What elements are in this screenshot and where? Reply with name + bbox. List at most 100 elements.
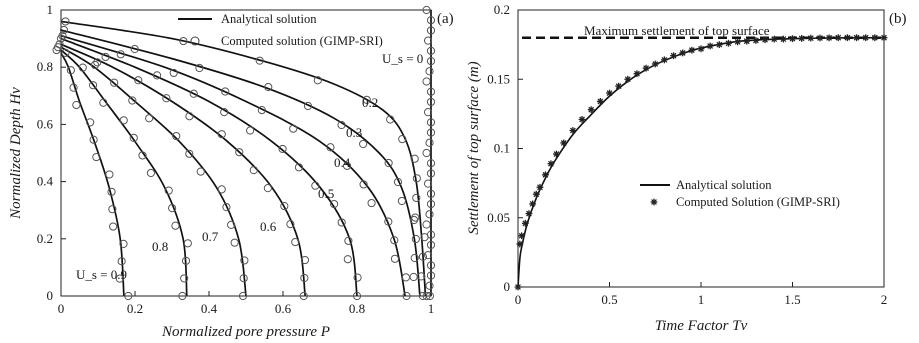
chart-b-marker — [770, 35, 778, 43]
chart-a-marker — [171, 221, 180, 230]
chart-b-marker-stroke — [624, 76, 631, 83]
chart-a-marker — [426, 26, 436, 35]
chart-b-marker — [807, 34, 815, 42]
chart-a-marker — [390, 254, 400, 263]
chart-b-marker-stroke — [862, 34, 869, 41]
chart-a-marker — [169, 68, 178, 78]
chart-b-marker-stroke — [716, 41, 723, 48]
chart-a-marker — [386, 115, 395, 124]
chart-a-plot-frame — [60, 9, 432, 297]
chart-a-marker — [78, 63, 87, 72]
chart-a-marker — [183, 239, 192, 248]
chart-b-legend-star — [650, 198, 658, 206]
chart-a-marker — [124, 291, 133, 301]
chart-a-curve-Us=0.6 — [60, 43, 307, 297]
chart-a-curve-label: 0.8 — [152, 239, 168, 254]
chart-a-marker — [195, 63, 204, 73]
chart-a-marker — [353, 273, 362, 282]
chart-b-marker-stroke — [634, 70, 640, 77]
chart-b-marker-stroke — [533, 191, 540, 198]
chart-a-marker — [418, 252, 428, 261]
chart-b-y-axis-label: Settlement of top surface (m) — [466, 61, 482, 234]
chart-a-marker — [344, 236, 353, 245]
chart-a-curve-label: 0.5 — [318, 186, 334, 201]
chart-b-marker-stroke — [762, 36, 768, 43]
chart-a-marker — [172, 131, 181, 141]
chart-b-marker — [521, 219, 529, 227]
chart-a-curves — [60, 10, 432, 297]
chart-a-marker — [235, 148, 244, 157]
chart-b-marker — [525, 210, 533, 217]
chart-b-marker — [798, 34, 806, 42]
chart-a-marker — [93, 58, 102, 67]
chart-a-marker — [181, 256, 191, 265]
chart-a-marker — [89, 135, 98, 144]
chart-a-marker — [152, 71, 162, 80]
chart-b-marker — [834, 34, 842, 42]
chart-a-marker — [109, 222, 118, 231]
chart-a-marker — [105, 170, 114, 179]
chart-a-marker — [393, 177, 403, 187]
chart-b-marker-stroke — [569, 127, 576, 134]
chart-a-marker — [119, 116, 128, 125]
chart-b-x-tick-label: 1 — [698, 292, 705, 307]
chart-a-marker — [115, 274, 124, 283]
chart-a-marker — [222, 203, 231, 212]
chart-a-marker — [426, 240, 436, 250]
chart-a-marker — [398, 135, 407, 144]
chart-b-marker-stroke — [516, 241, 523, 247]
chart-a-x-tick-label: 0.6 — [275, 301, 292, 316]
chart-a-marker — [59, 25, 69, 35]
chart-b-marker-stroke — [679, 50, 686, 56]
chart-b-marker-stroke — [515, 284, 521, 290]
chart-a-marker — [240, 256, 249, 265]
chart-b-marker — [606, 89, 613, 97]
chart-a-marker — [239, 274, 248, 283]
chart-a-marker — [397, 196, 406, 206]
chart-a-marker — [409, 215, 419, 225]
chart-a-marker — [220, 108, 229, 117]
chart-b-marker — [532, 190, 540, 198]
chart-b-marker — [871, 34, 879, 42]
chart-b-marker-stroke — [752, 37, 759, 44]
chart-a-marker — [257, 106, 266, 115]
chart-a-marker — [313, 76, 322, 85]
chart-b-marker-stroke — [743, 38, 750, 45]
chart-b-legend-star-stroke — [651, 199, 657, 205]
chart-a-marker — [390, 236, 399, 245]
chart-b-marker — [752, 37, 760, 44]
chart-b-marker-stroke — [553, 151, 560, 157]
chart-a-marker — [426, 189, 436, 198]
chart-a-marker — [217, 185, 226, 194]
chart-a-marker — [425, 67, 434, 76]
chart-b-marker — [688, 46, 696, 54]
chart-a-curve-Us=0.7 — [60, 46, 247, 297]
chart-b-marker — [679, 49, 687, 57]
chart-a-marker — [362, 95, 371, 104]
chart-a-marker — [384, 217, 393, 226]
chart-b-marker — [844, 34, 851, 42]
chart-a-marker — [179, 36, 188, 46]
chart-a-marker — [230, 238, 239, 247]
chart-a-marker — [337, 120, 346, 130]
chart-a-y-axis-label: Normalized Depth Hv — [8, 87, 24, 220]
chart-a-marker — [412, 193, 421, 203]
chart-a-curve-Us=0.5 — [60, 37, 358, 297]
chart-a-marker — [61, 48, 70, 58]
chart-a-marker — [217, 130, 226, 139]
chart-b-marker-stroke — [707, 43, 714, 49]
chart-b-marker-stroke — [529, 200, 536, 207]
chart-b-y-tick-label: 0.05 — [487, 210, 510, 225]
chart-a-marker — [72, 100, 81, 110]
chart-a-marker — [367, 198, 376, 208]
chart-b-panel-label: (b) — [889, 11, 907, 27]
chart-a-curve-label: U_s = 0 — [382, 51, 423, 66]
chart-a-marker — [117, 257, 126, 266]
chart-b-marker — [560, 139, 568, 147]
chart-b-marker-stroke — [798, 35, 805, 42]
chart-a-y-tick-label: 1 — [47, 2, 54, 17]
chart-b-marker-stroke — [835, 34, 842, 41]
chart-b-marker-stroke — [734, 38, 741, 45]
chart-a-marker — [426, 261, 436, 270]
chart-a-marker — [384, 158, 393, 168]
